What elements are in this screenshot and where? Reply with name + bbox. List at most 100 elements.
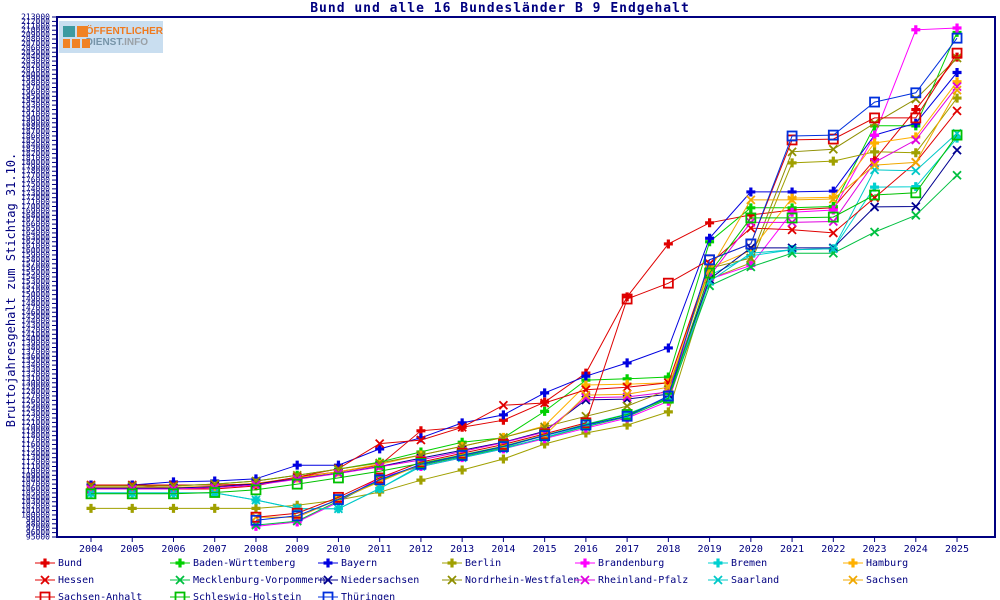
legend-label: Mecklenburg-Vorpommern [193, 574, 326, 586]
svg-text:136000: 136000 [21, 352, 50, 361]
svg-text:126000: 126000 [21, 396, 50, 405]
legend-label: Sachsen [866, 574, 909, 586]
svg-text:143000: 143000 [21, 321, 50, 330]
svg-text:185000: 185000 [21, 136, 50, 145]
svg-text:193000: 193000 [21, 101, 50, 110]
square-marker-icon [318, 591, 338, 600]
svg-text:116000: 116000 [21, 440, 50, 449]
legend-label: Brandenburg [598, 557, 665, 569]
svg-text:2021: 2021 [780, 544, 804, 555]
svg-text:104000: 104000 [21, 493, 50, 502]
svg-text:203000: 203000 [21, 57, 50, 66]
plus-marker-icon [170, 558, 190, 568]
svg-text:2014: 2014 [491, 544, 515, 555]
svg-text:152000: 152000 [21, 281, 50, 290]
svg-text:165000: 165000 [21, 224, 50, 233]
svg-text:181000: 181000 [21, 154, 50, 163]
svg-text:206000: 206000 [21, 43, 50, 52]
svg-text:178000: 178000 [21, 167, 50, 176]
svg-text:121000: 121000 [21, 418, 50, 427]
series-berlin [86, 93, 962, 513]
x-marker-icon [35, 575, 55, 585]
svg-text:138000: 138000 [21, 343, 50, 352]
svg-text:200000: 200000 [21, 70, 50, 79]
plus-marker-icon [575, 558, 595, 568]
svg-text:2010: 2010 [326, 544, 350, 555]
svg-text:114000: 114000 [21, 449, 50, 458]
svg-text:163000: 163000 [21, 233, 50, 242]
svg-text:208000: 208000 [21, 35, 50, 44]
plus-marker-icon [708, 558, 728, 568]
svg-text:170000: 170000 [21, 202, 50, 211]
svg-text:144000: 144000 [21, 317, 50, 326]
legend-item-baden-w-rttemberg: Baden-Württemberg [170, 557, 295, 569]
svg-text:117000: 117000 [21, 436, 50, 445]
svg-text:137000: 137000 [21, 347, 50, 356]
series-saarland [86, 128, 962, 514]
legend-item-bayern: Bayern [318, 557, 377, 569]
legend-label: Rheinland-Pfalz [598, 574, 689, 586]
legend-label: Sachsen-Anhalt [58, 591, 143, 600]
svg-text:167000: 167000 [21, 215, 50, 224]
svg-text:2008: 2008 [244, 544, 268, 555]
legend-label: Baden-Württemberg [193, 557, 296, 569]
svg-text:2004: 2004 [79, 544, 103, 555]
svg-text:188000: 188000 [21, 123, 50, 132]
svg-text:164000: 164000 [21, 228, 50, 237]
svg-text:95000: 95000 [26, 533, 50, 542]
svg-text:150000: 150000 [21, 290, 50, 299]
svg-text:151000: 151000 [21, 286, 50, 295]
svg-text:122000: 122000 [21, 414, 50, 423]
svg-text:156000: 156000 [21, 264, 50, 273]
svg-text:191000: 191000 [21, 109, 50, 118]
svg-text:190000: 190000 [21, 114, 50, 123]
legend-item-th-ringen: Thüringen [318, 591, 395, 600]
svg-text:101000: 101000 [21, 506, 50, 515]
svg-text:145000: 145000 [21, 312, 50, 321]
svg-text:201000: 201000 [21, 65, 50, 74]
svg-text:149000: 149000 [21, 295, 50, 304]
svg-text:96000: 96000 [26, 528, 50, 537]
svg-text:161000: 161000 [21, 242, 50, 251]
svg-text:195000: 195000 [21, 92, 50, 101]
plus-marker-icon [843, 558, 863, 568]
svg-text:182000: 182000 [21, 149, 50, 158]
svg-text:139000: 139000 [21, 339, 50, 348]
svg-text:157000: 157000 [21, 259, 50, 268]
svg-text:133000: 133000 [21, 365, 50, 374]
legend-label: Thüringen [341, 591, 396, 600]
legend-item-rheinland-pfalz: Rheinland-Pfalz [575, 574, 688, 586]
svg-text:177000: 177000 [21, 171, 50, 180]
svg-text:213000: 213000 [21, 13, 50, 22]
svg-text:105000: 105000 [21, 488, 50, 497]
legend-label: Hessen [58, 574, 95, 586]
svg-text:2016: 2016 [574, 544, 598, 555]
svg-text:194000: 194000 [21, 96, 50, 105]
svg-text:2018: 2018 [656, 544, 680, 555]
svg-text:135000: 135000 [21, 356, 50, 365]
series-mecklenburg-vorpommern [251, 170, 962, 530]
svg-text:210000: 210000 [21, 26, 50, 35]
series-sachsen-anhalt [250, 47, 963, 523]
svg-text:100000: 100000 [21, 510, 50, 519]
svg-text:128000: 128000 [21, 387, 50, 396]
svg-text:103000: 103000 [21, 497, 50, 506]
svg-text:106000: 106000 [21, 484, 50, 493]
plus-marker-icon [318, 558, 338, 568]
svg-text:129000: 129000 [21, 383, 50, 392]
svg-text:199000: 199000 [21, 74, 50, 83]
x-axis: 2004 2005 2006 2007 2008 2009 2010 2011 2012 2013… [79, 537, 969, 555]
svg-text:207000: 207000 [21, 39, 50, 48]
legend-label: Nordrhein-Westfalen [465, 574, 580, 586]
oeffentlicher-dienst-logo: ÖFFENTLICHER DIENST.INFO [59, 21, 163, 53]
svg-text:179000: 179000 [21, 162, 50, 171]
svg-text:2024: 2024 [904, 544, 928, 555]
svg-text:111000: 111000 [21, 462, 50, 471]
svg-text:107000: 107000 [21, 480, 50, 489]
legend-item-saarland: Saarland [708, 574, 779, 586]
svg-text:119000: 119000 [21, 427, 50, 436]
svg-text:123000: 123000 [21, 409, 50, 418]
legend-item-mecklenburg-vorpommern: Mecklenburg-Vorpommern [170, 574, 325, 586]
svg-text:131000: 131000 [21, 374, 50, 383]
